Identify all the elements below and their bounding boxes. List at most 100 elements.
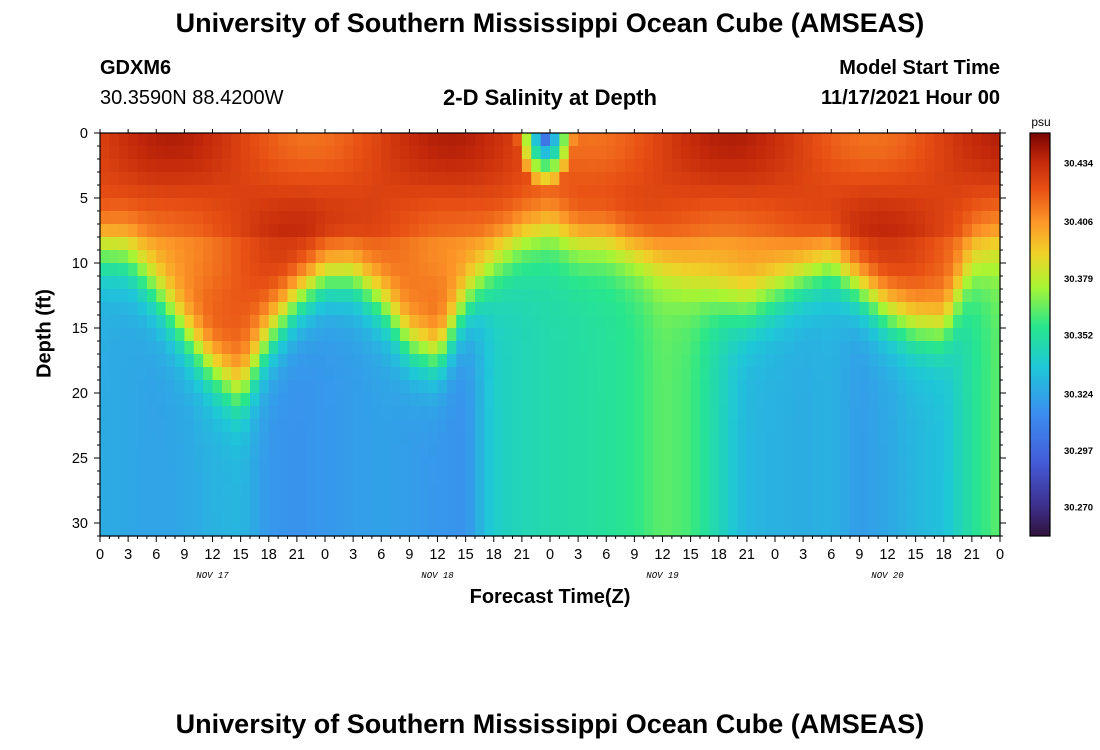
- heatmap-cell: [596, 354, 607, 368]
- heatmap-cell: [859, 523, 870, 537]
- heatmap-cell: [728, 146, 739, 160]
- heatmap-cell: [100, 484, 110, 498]
- heatmap-cell: [887, 198, 898, 212]
- heatmap-cell: [634, 289, 645, 303]
- heatmap-cell: [906, 367, 917, 381]
- heatmap-cell: [634, 172, 645, 186]
- heatmap-cell: [381, 484, 392, 498]
- heatmap-cell: [231, 432, 242, 446]
- heatmap-cell: [428, 367, 439, 381]
- heatmap-cell: [568, 328, 579, 342]
- heatmap-cell: [728, 133, 739, 147]
- heatmap-cell: [953, 146, 964, 160]
- heatmap-cell: [737, 328, 748, 342]
- heatmap-cell: [146, 172, 157, 186]
- heatmap-cell: [306, 211, 317, 225]
- heatmap-cell: [606, 497, 617, 511]
- heatmap-cell: [465, 185, 476, 199]
- heatmap-cell: [531, 510, 542, 524]
- heatmap-cell: [465, 250, 476, 264]
- heatmap-cell: [137, 510, 148, 524]
- heatmap-cell: [484, 224, 495, 238]
- heatmap-cell: [278, 328, 289, 342]
- heatmap-cell: [465, 419, 476, 433]
- heatmap-cell: [418, 471, 429, 485]
- heatmap-cell: [175, 276, 185, 290]
- heatmap-cell: [146, 354, 157, 368]
- heatmap-cell: [437, 510, 448, 524]
- heatmap-cell: [540, 211, 551, 225]
- heatmap-cell: [109, 328, 120, 342]
- heatmap-cell: [334, 211, 345, 225]
- heatmap-cell: [709, 328, 720, 342]
- heatmap-cell: [175, 354, 185, 368]
- heatmap-cell: [596, 237, 607, 251]
- heatmap-cell: [775, 393, 785, 407]
- heatmap-cell: [925, 471, 935, 485]
- heatmap-cell: [521, 146, 532, 160]
- heatmap-cell: [334, 250, 345, 264]
- heatmap-cell: [690, 406, 701, 420]
- heatmap-cell: [681, 484, 692, 498]
- heatmap-cell: [446, 484, 457, 498]
- heatmap-cell: [390, 133, 401, 147]
- heatmap-cell: [831, 146, 842, 160]
- heatmap-cell: [681, 354, 692, 368]
- heatmap-cell: [128, 289, 139, 303]
- heatmap-cell: [315, 172, 326, 186]
- heatmap-cell: [240, 250, 251, 264]
- heatmap-cell: [578, 276, 589, 290]
- heatmap-cell: [765, 341, 776, 355]
- heatmap-cell: [625, 263, 635, 277]
- heatmap-cell: [578, 497, 589, 511]
- heatmap-cell: [184, 263, 195, 277]
- heatmap-cell: [784, 289, 795, 303]
- heatmap-cell: [709, 302, 720, 316]
- heatmap-cell: [700, 289, 710, 303]
- heatmap-cell: [625, 328, 635, 342]
- heatmap-cell: [475, 406, 485, 420]
- heatmap-cell: [728, 172, 739, 186]
- heatmap-cell: [859, 276, 870, 290]
- colorbar-tick-label: 30.434: [1064, 158, 1094, 169]
- heatmap-cell: [306, 484, 317, 498]
- heatmap-cell: [578, 432, 589, 446]
- heatmap-cell: [203, 380, 214, 394]
- heatmap-cell: [278, 380, 289, 394]
- heatmap-cell: [203, 367, 214, 381]
- heatmap-cell: [475, 419, 485, 433]
- heatmap-cell: [756, 471, 767, 485]
- heatmap-cell: [831, 328, 842, 342]
- heatmap-cell: [793, 510, 804, 524]
- heatmap-cell: [653, 185, 664, 199]
- heatmap-cell: [156, 419, 167, 433]
- heatmap-cell: [446, 198, 457, 212]
- heatmap-cell: [718, 354, 729, 368]
- heatmap-cell: [353, 341, 364, 355]
- heatmap-cell: [240, 237, 251, 251]
- heatmap-cell: [156, 406, 167, 420]
- heatmap-cell: [212, 484, 223, 498]
- heatmap-cell: [953, 523, 964, 537]
- heatmap-cell: [484, 276, 495, 290]
- heatmap-cell: [287, 198, 298, 212]
- heatmap-cell: [512, 523, 523, 537]
- heatmap-cell: [615, 419, 626, 433]
- heatmap-cell: [278, 432, 289, 446]
- y-tick-label: 0: [80, 126, 88, 142]
- heatmap-cell: [896, 159, 907, 173]
- heatmap-cell: [296, 289, 307, 303]
- heatmap-cell: [925, 276, 935, 290]
- heatmap-cell: [400, 172, 410, 186]
- heatmap-cell: [100, 237, 110, 251]
- heatmap-cell: [981, 432, 992, 446]
- heatmap-cell: [934, 510, 945, 524]
- heatmap-cell: [315, 484, 326, 498]
- heatmap-cell: [400, 302, 410, 316]
- heatmap-cell: [409, 341, 420, 355]
- heatmap-cell: [231, 406, 242, 420]
- heatmap-cell: [446, 185, 457, 199]
- heatmap-cell: [634, 471, 645, 485]
- heatmap-cell: [868, 198, 879, 212]
- heatmap-cell: [690, 523, 701, 537]
